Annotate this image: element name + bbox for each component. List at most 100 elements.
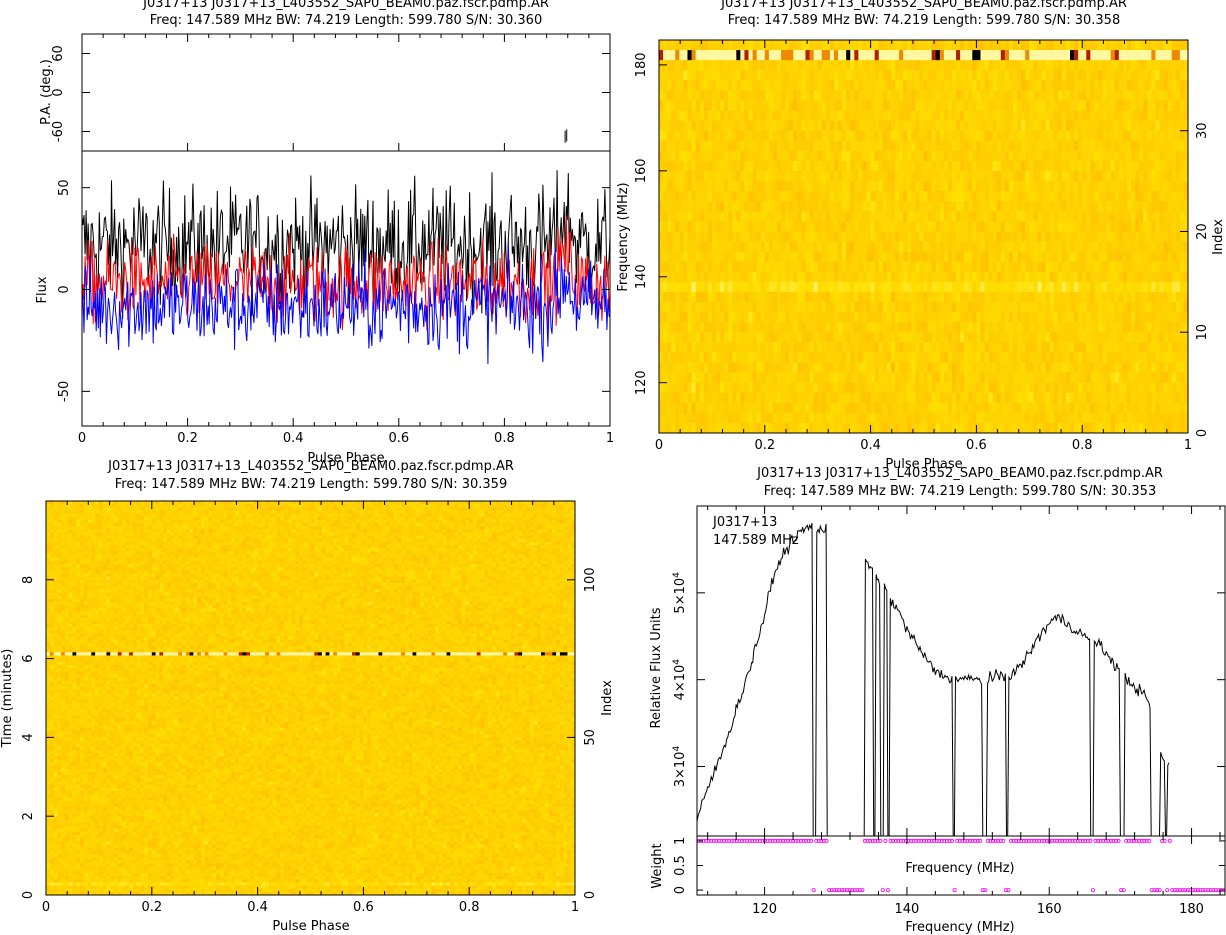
heatmap-cell [818,141,822,151]
heatmap-cell [1009,373,1013,383]
heatmap-cell [1123,342,1127,352]
heatmap-cell [1021,211,1025,221]
heatmap-cell [1098,383,1102,393]
heatmap-cell [1046,171,1050,181]
heatmap-cell [1151,403,1155,413]
heatmap-cell [785,312,789,322]
heatmap-cell [1025,302,1029,312]
heatmap-cell [757,151,761,161]
heatmap-cell [1050,151,1054,161]
heatmap-cell [814,413,818,423]
heatmap-cell [1168,272,1172,282]
heatmap-cell [1086,201,1090,211]
heatmap-cell [1074,121,1078,131]
heatmap-cell [797,191,801,201]
heatmap-cell [972,211,976,221]
heatmap-cell [740,292,744,302]
heatmap-cell [1115,221,1119,231]
heatmap-cell [700,312,704,322]
heatmap-cell [1135,151,1139,161]
heatmap-cell [1147,90,1151,100]
heatmap-cell [1107,50,1111,60]
heatmap-cell [744,191,748,201]
heatmap-cell [1143,181,1147,191]
heatmap-cell [997,151,1001,161]
heatmap-cell [692,252,696,262]
heatmap-cell [854,242,858,252]
heatmap-cell [883,352,887,362]
heatmap-cell [708,252,712,262]
heatmap-cell [846,373,850,383]
heatmap-cell [1025,151,1029,161]
heatmap-cell [1005,302,1009,312]
heatmap-cell [1017,393,1021,403]
heatmap-cell [736,352,740,362]
heatmap-cell [797,161,801,171]
heatmap-cell [1127,70,1131,80]
heatmap-cell [911,383,915,393]
heatmap-cell [781,393,785,403]
heatmap-cell [850,383,854,393]
heatmap-cell [972,111,976,121]
heatmap-cell [1123,201,1127,211]
heatmap-cell [875,60,879,70]
heatmap-cell [1143,171,1147,181]
heatmap-cell [907,242,911,252]
heatmap-cell [976,413,980,423]
heatmap-cell [818,231,822,241]
heatmap-cell [968,373,972,383]
heatmap-cell [749,191,753,201]
heatmap-cell [907,40,911,50]
heatmap-cell [671,111,675,121]
heatmap-cell [1062,161,1066,171]
heatmap-cell [732,211,736,221]
heatmap-cell [761,70,765,80]
heatmap-cell [1176,302,1180,312]
heatmap-cell [732,312,736,322]
heatmap-cell [1078,322,1082,332]
heatmap-cell [887,242,891,252]
heatmap-cell [993,312,997,322]
heatmap-cell [740,383,744,393]
heatmap-cell [692,151,696,161]
heatmap-cell [968,252,972,262]
heatmap-cell [964,111,968,121]
heatmap-cell [679,100,683,110]
heatmap-cell [1033,332,1037,342]
heatmap-cell [1082,393,1086,403]
heatmap-cell [883,362,887,372]
heatmap-cell [1074,282,1078,292]
heatmap-cell [781,362,785,372]
heatmap-cell [891,211,895,221]
heatmap-cell [1119,221,1123,231]
heatmap-cell [1062,292,1066,302]
heatmap-cell [1013,50,1017,60]
heatmap-cell [1176,221,1180,231]
heatmap-cell [1021,352,1025,362]
heatmap-cell [810,191,814,201]
heatmap-cell [1005,272,1009,282]
heatmap-cell [753,181,757,191]
heatmap-cell [1090,100,1094,110]
heatmap-cell [708,352,712,362]
heatmap-cell [805,373,809,383]
heatmap-cell [692,342,696,352]
heatmap-cell [1001,312,1005,322]
heatmap-cell [720,121,724,131]
heatmap-cell [887,282,891,292]
heatmap-cell [956,393,960,403]
heatmap-cell [740,272,744,282]
heatmap-cell [700,50,704,60]
heatmap-cell [867,292,871,302]
heatmap-cell [826,191,830,201]
heatmap-cell [960,383,964,393]
heatmap-cell [1033,252,1037,262]
heatmap-cell [976,50,980,60]
heatmap-cell [875,231,879,241]
heatmap-cell [1001,342,1005,352]
heatmap-cell [895,413,899,423]
heatmap-cell [1094,100,1098,110]
heatmap-cell [1147,80,1151,90]
heatmap-cell [944,181,948,191]
heatmap-cell [1062,131,1066,141]
